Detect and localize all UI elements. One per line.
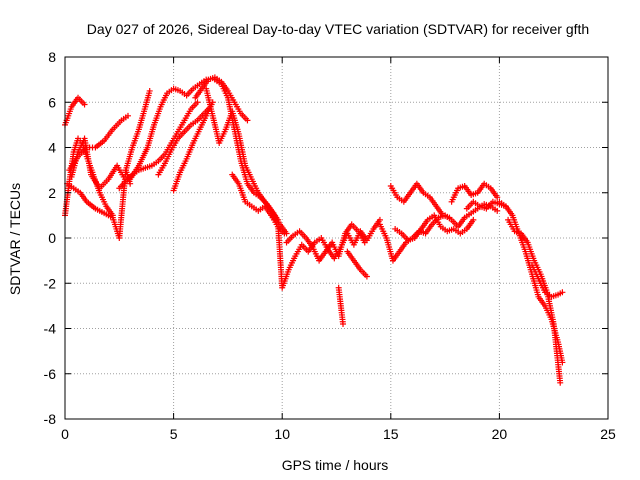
y-tick-label: -8 — [44, 411, 57, 427]
y-tick-label: -2 — [44, 275, 57, 291]
data-point — [557, 379, 564, 386]
data-points — [62, 74, 566, 386]
grid-lines — [65, 57, 608, 419]
y-tick-label: 8 — [48, 49, 56, 65]
x-tick-label: 5 — [170, 426, 178, 442]
chart-title: Day 027 of 2026, Sidereal Day-to-day VTE… — [87, 21, 589, 37]
data-point — [494, 194, 501, 201]
x-tick-label: 10 — [274, 426, 290, 442]
data-point — [281, 230, 288, 237]
data-point — [559, 289, 566, 296]
data-point — [81, 101, 88, 108]
x-tick-label: 0 — [61, 426, 69, 442]
y-tick-label: 2 — [48, 185, 56, 201]
y-tick-label: -6 — [44, 366, 57, 382]
x-tick-label: 25 — [600, 426, 616, 442]
axis-ticks: 0 5 10 15 20 25 -8 -6 -4 -2 0 2 4 6 8 — [44, 49, 616, 442]
data-point — [124, 112, 131, 119]
x-axis-label: GPS time / hours — [282, 457, 389, 473]
data-point — [194, 99, 201, 106]
data-point — [446, 214, 453, 221]
x-tick-label: 15 — [383, 426, 399, 442]
y-tick-label: 4 — [48, 140, 56, 156]
y-tick-label: -4 — [44, 321, 57, 337]
x-tick-label: 20 — [492, 426, 508, 442]
y-tick-label: 0 — [48, 230, 56, 246]
data-point — [146, 87, 153, 94]
data-point — [120, 173, 127, 180]
data-point — [494, 207, 501, 214]
y-axis-label: SDTVAR / TECUs — [7, 183, 23, 295]
data-point — [340, 320, 347, 327]
y-tick-label: 6 — [48, 94, 56, 110]
data-point — [361, 239, 368, 246]
data-point — [244, 117, 251, 124]
data-point — [363, 273, 370, 280]
data-point — [470, 216, 477, 223]
